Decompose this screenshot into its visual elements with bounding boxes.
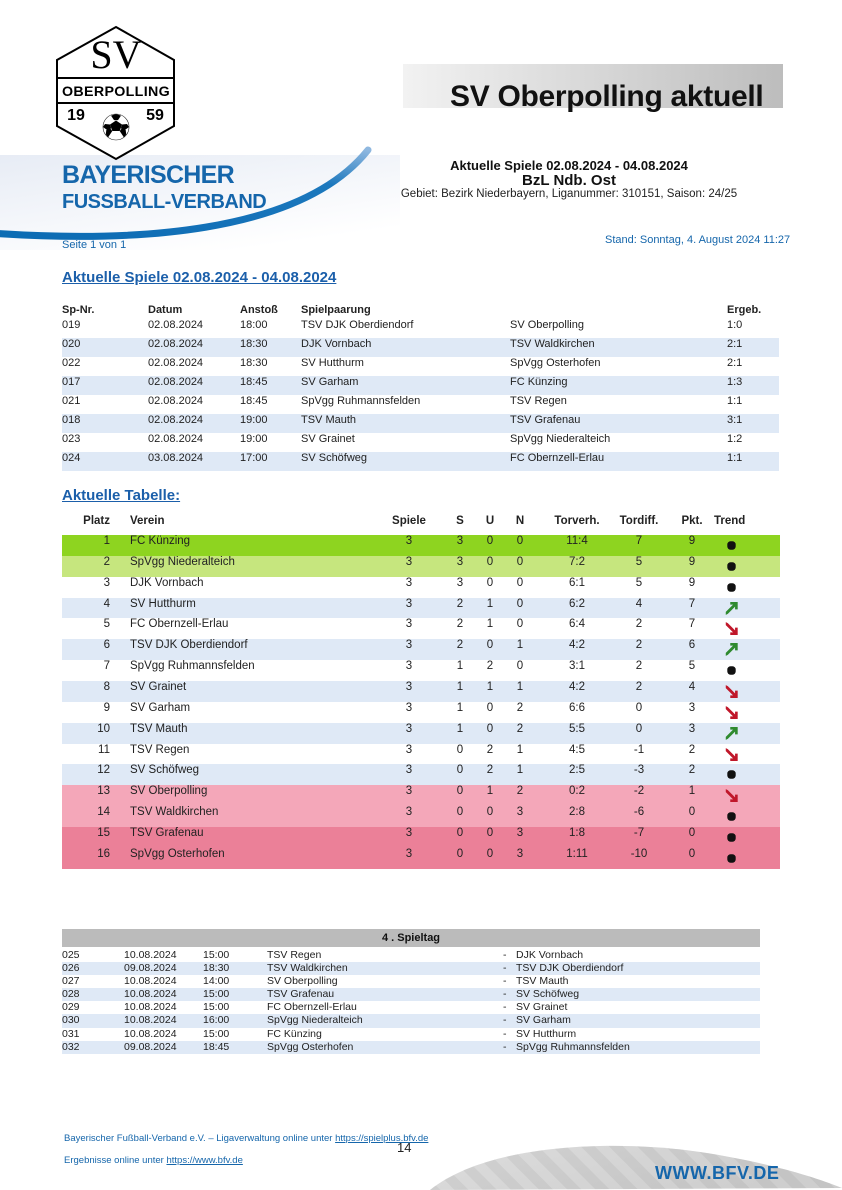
svg-text:SV: SV <box>90 32 141 77</box>
svg-text:59: 59 <box>146 107 164 124</box>
svg-text:19: 19 <box>67 107 85 124</box>
svg-text:OBERPOLLING: OBERPOLLING <box>62 84 170 99</box>
